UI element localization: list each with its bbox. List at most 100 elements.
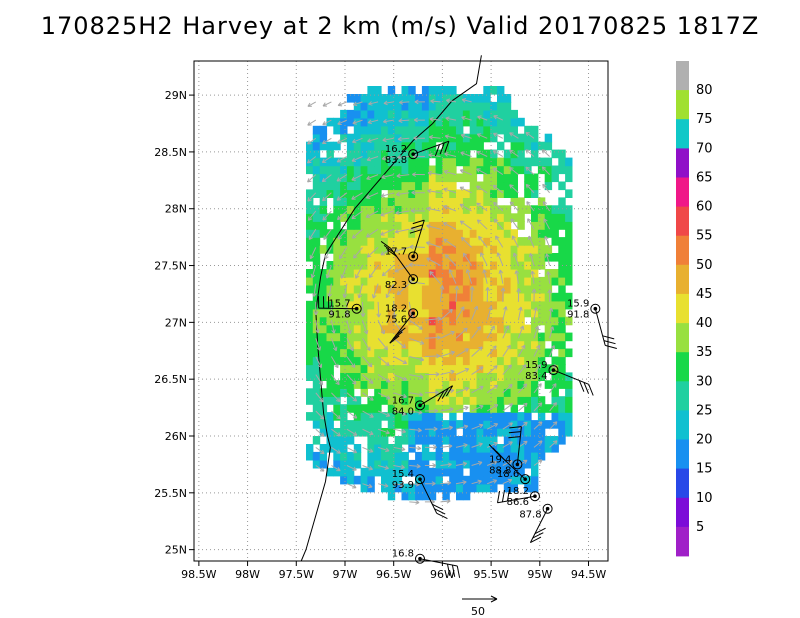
station-dot bbox=[418, 477, 422, 481]
field-cell bbox=[306, 221, 314, 230]
field-cell bbox=[490, 221, 498, 230]
field-cell bbox=[415, 117, 423, 127]
wind-vector bbox=[325, 265, 332, 279]
field-cell bbox=[387, 86, 396, 95]
field-cell bbox=[428, 292, 437, 302]
field-cell bbox=[408, 237, 416, 246]
barb-feather bbox=[451, 564, 456, 577]
field-cell bbox=[326, 316, 334, 326]
station-pres: 82.3 bbox=[385, 280, 407, 291]
station-pres: 84.0 bbox=[392, 406, 414, 417]
field-cell bbox=[306, 372, 314, 381]
field-cell bbox=[387, 380, 396, 389]
wind-vector bbox=[533, 363, 541, 375]
field-cell bbox=[531, 340, 539, 350]
field-cell bbox=[374, 356, 382, 366]
field-cell bbox=[456, 467, 464, 477]
field-cell bbox=[333, 428, 341, 437]
field-cell bbox=[428, 340, 437, 350]
field-cell bbox=[469, 404, 478, 413]
field-cell bbox=[421, 348, 430, 358]
field-cell bbox=[503, 94, 512, 103]
field-cell bbox=[469, 221, 478, 230]
field-cell bbox=[387, 404, 396, 413]
field-cell bbox=[456, 213, 464, 222]
field-cell bbox=[537, 237, 546, 246]
field-cell bbox=[346, 173, 355, 183]
wind-vector bbox=[424, 426, 438, 432]
field-cell bbox=[415, 269, 423, 278]
field-cell bbox=[551, 340, 559, 350]
field-cell bbox=[319, 388, 328, 397]
field-cell bbox=[558, 213, 566, 222]
field-cell bbox=[367, 340, 375, 350]
wind-vector bbox=[440, 350, 455, 357]
barb-feather bbox=[412, 219, 425, 225]
field-cell bbox=[333, 229, 341, 238]
field-cell bbox=[374, 181, 382, 191]
wind-vector bbox=[493, 218, 504, 230]
wind-vector bbox=[397, 136, 410, 142]
field-cell bbox=[442, 284, 450, 294]
field-cell bbox=[565, 229, 573, 238]
wind-vector bbox=[502, 344, 511, 357]
wind-vector bbox=[410, 208, 425, 214]
field-cell bbox=[374, 157, 382, 167]
field-cell bbox=[537, 412, 546, 421]
field-cell bbox=[401, 181, 409, 191]
field-cell bbox=[387, 237, 396, 246]
wind-vector bbox=[362, 428, 374, 436]
field-cell bbox=[510, 181, 518, 191]
station-ring bbox=[414, 553, 425, 564]
field-cell bbox=[462, 300, 471, 310]
field-cell bbox=[435, 221, 443, 230]
wind-vector bbox=[425, 241, 441, 248]
field-cell bbox=[333, 213, 341, 222]
field-cell bbox=[476, 157, 484, 167]
field-cell bbox=[401, 483, 409, 493]
field-cell bbox=[374, 229, 382, 238]
field-cell bbox=[401, 125, 409, 135]
field-cell bbox=[333, 205, 341, 214]
wind-vector bbox=[351, 210, 363, 220]
field-cell bbox=[326, 181, 334, 191]
field-cell bbox=[517, 141, 525, 151]
field-cell bbox=[537, 213, 546, 222]
field-cell bbox=[497, 444, 505, 453]
field-cell bbox=[360, 364, 368, 373]
field-cell bbox=[565, 261, 573, 270]
field-cell bbox=[319, 141, 328, 151]
field-cell bbox=[340, 109, 348, 119]
field-cell bbox=[531, 380, 539, 389]
field-cell bbox=[537, 205, 546, 214]
wind-vector bbox=[509, 132, 519, 139]
field-cell bbox=[387, 324, 396, 334]
field-cell bbox=[421, 94, 430, 103]
station-temp: 15.9 bbox=[567, 299, 589, 310]
wind-vector bbox=[460, 133, 472, 139]
field-cell bbox=[476, 284, 484, 294]
wind-vector bbox=[444, 134, 457, 139]
field-cell bbox=[435, 428, 443, 437]
field-cell bbox=[435, 412, 443, 421]
field-cell bbox=[428, 261, 437, 270]
wind-vector bbox=[509, 149, 519, 157]
field-cell bbox=[346, 428, 355, 437]
wind-vector bbox=[336, 192, 348, 201]
field-cell bbox=[428, 332, 437, 342]
field-cell bbox=[367, 308, 375, 318]
barb-feather bbox=[508, 436, 521, 439]
field-cell bbox=[415, 276, 423, 286]
field-cell bbox=[510, 284, 518, 294]
field-cell bbox=[551, 324, 559, 334]
field-cell bbox=[524, 237, 532, 246]
field-cell bbox=[428, 133, 437, 143]
field-cell bbox=[517, 412, 525, 421]
wind-vector bbox=[500, 287, 506, 302]
field-cell bbox=[415, 213, 423, 222]
field-cell bbox=[449, 229, 457, 238]
field-cell bbox=[346, 316, 355, 326]
field-cell bbox=[517, 165, 525, 175]
wind-vector bbox=[525, 131, 535, 139]
field-cell bbox=[490, 372, 498, 381]
